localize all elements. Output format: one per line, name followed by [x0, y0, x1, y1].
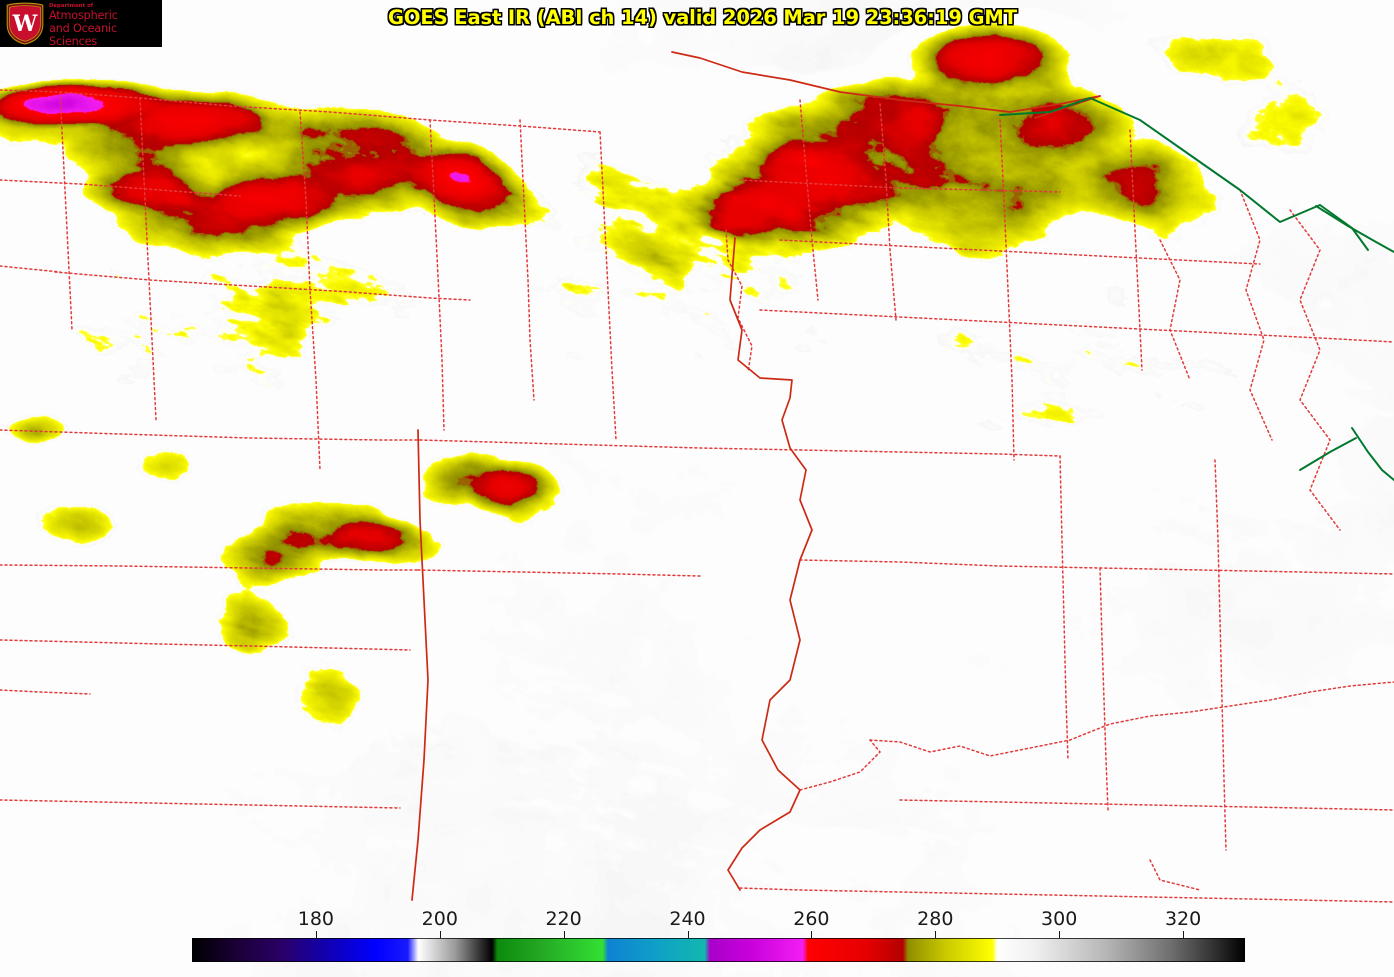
uw-aos-wordmark: Department of Atmospheric and Oceanic Sc… [49, 3, 161, 47]
colorbar-tick [563, 931, 565, 938]
svg-text:W: W [12, 11, 38, 37]
logo-department-label: Department of [49, 3, 94, 9]
colorbar-tick-label: 260 [793, 908, 830, 930]
colorbar-tick [439, 931, 441, 938]
county-boundaries [0, 89, 1394, 903]
logo-name-line-1: Atmospheric [49, 9, 118, 22]
colorbar-tick [1059, 931, 1061, 938]
colorbar-tick-label: 180 [297, 908, 335, 930]
uw-aos-logo: W Department of Atmospheric and Oceanic … [0, 0, 162, 47]
colorbar-gradient [192, 938, 1245, 962]
colorbar-tick-label: 220 [545, 908, 582, 930]
colorbar-tick-label: 280 [917, 908, 954, 930]
colorbar-tick-label: 300 [1041, 908, 1078, 930]
product-title: GOES East IR (ABI ch 14) valid 2026 Mar … [388, 6, 1017, 29]
state-boundaries [411, 51, 1101, 901]
colorbar-tick [935, 931, 937, 938]
brightness-temperature-colorbar [192, 938, 1245, 962]
colorbar-tick [1183, 931, 1185, 938]
uw-crest-icon: W [6, 2, 44, 45]
great-lakes-shoreline [999, 97, 1394, 481]
logo-name-line-2: and Oceanic Sciences [49, 22, 117, 47]
colorbar-tick [315, 931, 317, 938]
colorbar-tick-label: 320 [1164, 908, 1202, 930]
colorbar-tick [811, 931, 813, 938]
colorbar-tick-label: 200 [421, 908, 458, 930]
colorbar-tick-label: 240 [669, 908, 706, 930]
colorbar-tick [687, 931, 689, 938]
